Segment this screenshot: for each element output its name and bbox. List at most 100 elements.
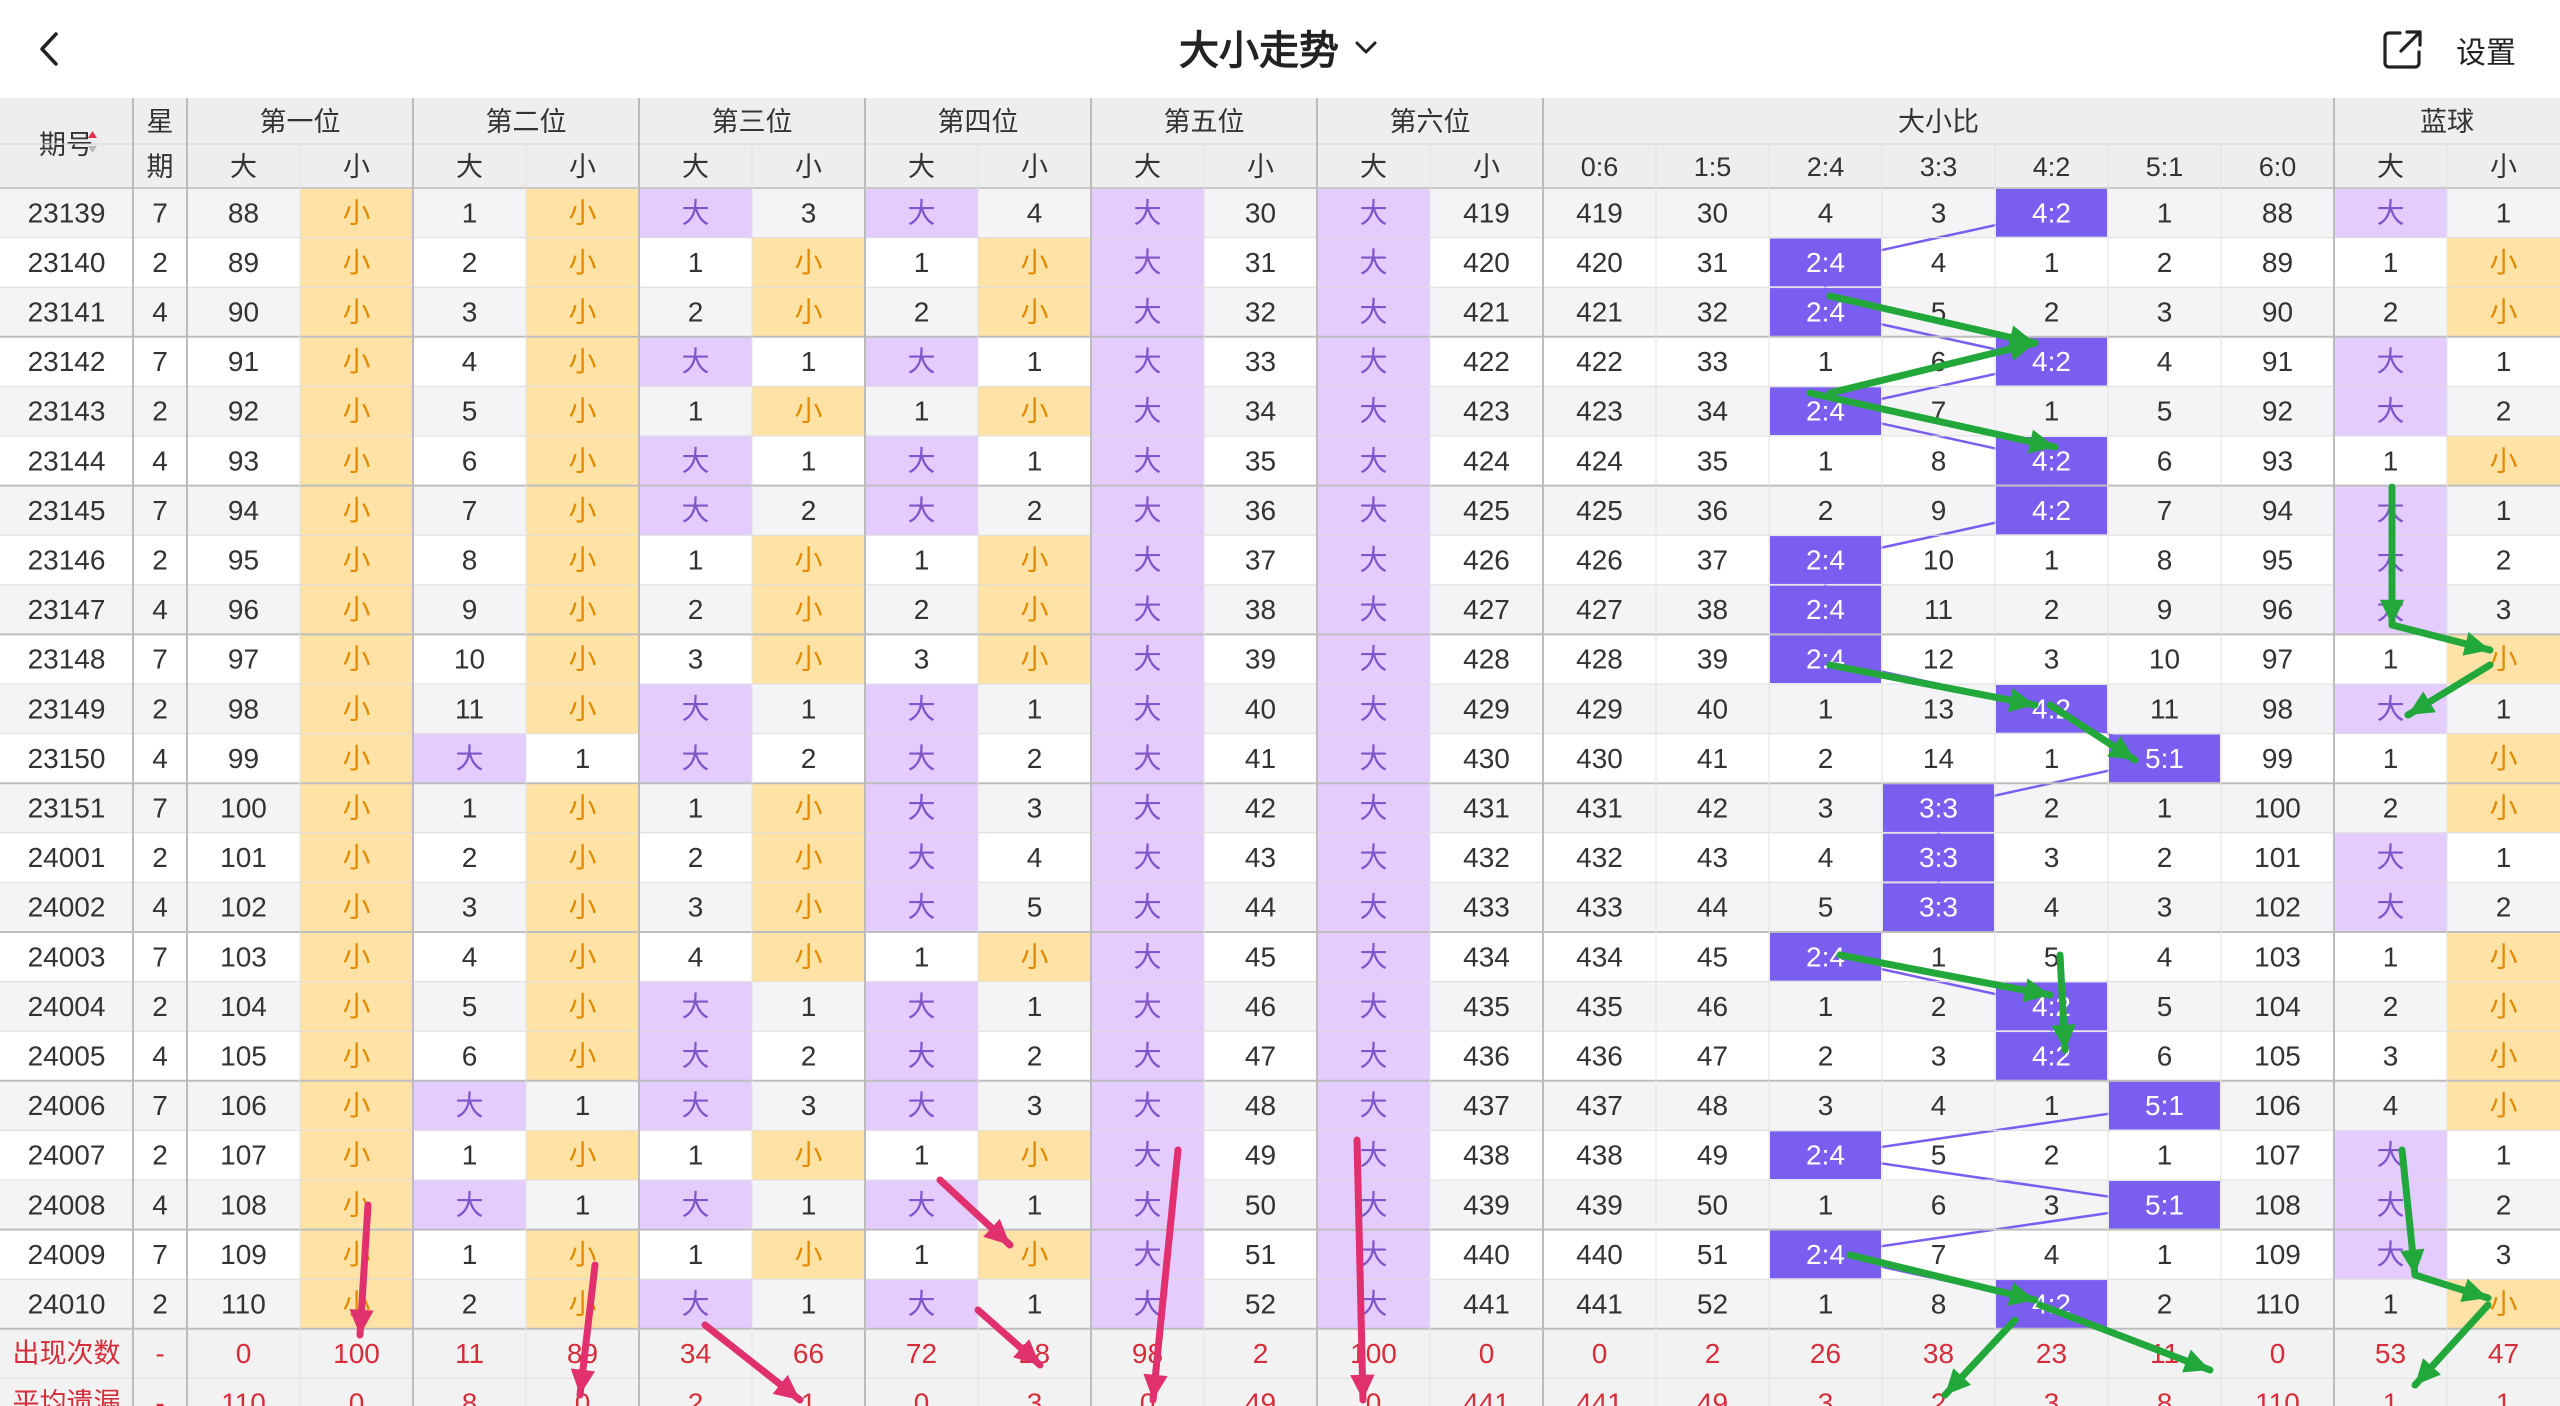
ratio-omit-cell: 10 bbox=[2149, 644, 2180, 675]
big-hit-cell: 大 bbox=[455, 1090, 483, 1121]
ratio-omit-cell: 102 bbox=[2254, 892, 2301, 923]
issue-cell: 23144 bbox=[28, 445, 106, 476]
pink-annotation-arrow-head bbox=[772, 1374, 800, 1400]
omit-count-cell: 2 bbox=[1027, 1041, 1043, 1072]
big-hit-bg bbox=[865, 485, 978, 536]
big-hit-bg bbox=[1317, 882, 1430, 932]
big-hit-bg bbox=[1091, 783, 1204, 833]
big-hit-bg bbox=[1317, 386, 1430, 436]
title-dropdown[interactable]: 大小走势 bbox=[1179, 18, 1381, 76]
big-hit-cell: 大 bbox=[1133, 297, 1161, 328]
big-hit-cell: 大 bbox=[907, 197, 935, 228]
group-header: 第一位 bbox=[260, 107, 341, 137]
ratio-omit-cell: 110 bbox=[2255, 1289, 2300, 1320]
big-hit-bg bbox=[1317, 535, 1430, 585]
ratio-omit-cell: 2 bbox=[2157, 247, 2173, 278]
big-hit-cell: 大 bbox=[455, 1189, 483, 1220]
omit-count-cell: 3 bbox=[1027, 793, 1043, 824]
big-hit-bg bbox=[1317, 684, 1430, 734]
big-hit-cell: 大 bbox=[1133, 793, 1161, 824]
ratio-hit-cell: 2:4 bbox=[1806, 1239, 1845, 1270]
omit-count-cell: 4 bbox=[462, 346, 478, 377]
share-external-icon[interactable] bbox=[2378, 24, 2428, 74]
issue-cell: 23139 bbox=[28, 197, 106, 228]
ratio-hit-bg bbox=[1770, 536, 1881, 584]
issue-cell: 24006 bbox=[28, 1090, 106, 1121]
big-hit-cell: 大 bbox=[1133, 1239, 1161, 1270]
footer-value: 441 bbox=[1576, 1388, 1623, 1406]
green-annotation-arrow-head bbox=[2007, 1282, 2035, 1306]
ratio-omit-cell: 1 bbox=[2044, 247, 2060, 278]
small-hit-bg bbox=[300, 1180, 413, 1230]
small-hit-cell: 小 bbox=[1020, 644, 1048, 675]
ratio-omit-cell: 2 bbox=[2157, 1289, 2173, 1320]
big-hit-bg bbox=[1317, 1229, 1430, 1280]
ratio-omit-cell: 8 bbox=[1931, 445, 1947, 476]
omit-count-cell: 38 bbox=[1245, 594, 1276, 625]
omit-count-cell: 3 bbox=[801, 197, 817, 228]
small-hit-cell: 小 bbox=[342, 396, 370, 427]
omit-count-cell: 440 bbox=[1463, 1239, 1510, 1270]
week-cell: 2 bbox=[152, 396, 168, 427]
blue-big-cell: 2 bbox=[2383, 297, 2399, 328]
blue-big-cell: 1 bbox=[2383, 644, 2399, 675]
omit-count-cell: 105 bbox=[220, 1041, 267, 1072]
blue-big-hit-bg bbox=[2334, 882, 2447, 932]
small-hit-bg bbox=[300, 336, 413, 387]
big-hit-bg bbox=[865, 684, 978, 734]
ratio-omit-cell: 12 bbox=[1923, 644, 1954, 675]
big-hit-cell: 大 bbox=[1133, 594, 1161, 625]
omit-count-cell: 98 bbox=[228, 693, 259, 724]
row-bg bbox=[0, 584, 2560, 635]
big-hit-bg bbox=[639, 1279, 752, 1329]
row-bg bbox=[0, 1279, 2560, 1329]
omit-count-cell: 3 bbox=[462, 297, 478, 328]
settings-button[interactable]: 设置 bbox=[2456, 37, 2516, 70]
small-hit-cell: 小 bbox=[568, 545, 596, 576]
week-cell: 4 bbox=[152, 743, 168, 774]
ratio-omit-cell: 93 bbox=[2262, 445, 2293, 476]
big-hit-cell: 大 bbox=[1359, 743, 1387, 774]
ratio-omit-cell: 430 bbox=[1576, 743, 1623, 774]
big-hit-cell: 大 bbox=[1133, 693, 1161, 724]
blue-small-cell: 小 bbox=[2489, 1289, 2517, 1320]
small-hit-bg bbox=[300, 1229, 413, 1280]
pink-annotation-arrow-head bbox=[1350, 1374, 1375, 1400]
ratio-omit-cell: 1 bbox=[1818, 991, 1834, 1022]
big-hit-cell: 大 bbox=[1359, 693, 1387, 724]
big-hit-bg bbox=[639, 336, 752, 387]
ratio-omit-cell: 41 bbox=[1697, 743, 1728, 774]
big-hit-cell: 大 bbox=[681, 495, 709, 526]
small-hit-bg bbox=[526, 584, 639, 635]
issue-cell: 24005 bbox=[28, 1041, 106, 1072]
small-hit-bg bbox=[978, 634, 1091, 684]
blue-small-hit-bg bbox=[2447, 783, 2560, 833]
big-hit-bg bbox=[1091, 535, 1204, 585]
row-bg bbox=[0, 932, 2560, 982]
omit-count-cell: 2 bbox=[1027, 743, 1043, 774]
big-hit-bg bbox=[1091, 1130, 1204, 1180]
small-hit-cell: 小 bbox=[1020, 1239, 1048, 1270]
issue-cell: 24008 bbox=[28, 1189, 106, 1220]
back-chevron-icon[interactable] bbox=[22, 22, 76, 76]
ratio-omit-cell: 4 bbox=[2157, 346, 2173, 377]
blue-small-cell: 小 bbox=[2489, 941, 2517, 972]
big-hit-bg bbox=[865, 188, 978, 238]
big-hit-cell: 大 bbox=[1133, 495, 1161, 526]
ratio-header: 1:5 bbox=[1694, 152, 1732, 182]
big-hit-bg bbox=[1091, 733, 1204, 784]
small-hit-bg bbox=[526, 386, 639, 436]
big-hit-cell: 大 bbox=[1359, 793, 1387, 824]
footer-value: 53 bbox=[2375, 1338, 2406, 1369]
green-annotation-arrow-head bbox=[2007, 337, 2035, 361]
big-hit-bg bbox=[1317, 932, 1430, 982]
big-hit-bg bbox=[1091, 1180, 1204, 1230]
omit-count-cell: 3 bbox=[1027, 1090, 1043, 1121]
blue-small-hit-bg bbox=[2447, 981, 2560, 1032]
footer-value: 49 bbox=[1245, 1388, 1276, 1406]
big-hit-bg bbox=[1317, 1080, 1430, 1131]
group-header: 第五位 bbox=[1164, 107, 1245, 137]
blue-big-cell: 2 bbox=[2383, 793, 2399, 824]
omit-count-cell: 420 bbox=[1463, 247, 1510, 278]
green-annotation-arrow-head bbox=[2460, 1278, 2488, 1303]
